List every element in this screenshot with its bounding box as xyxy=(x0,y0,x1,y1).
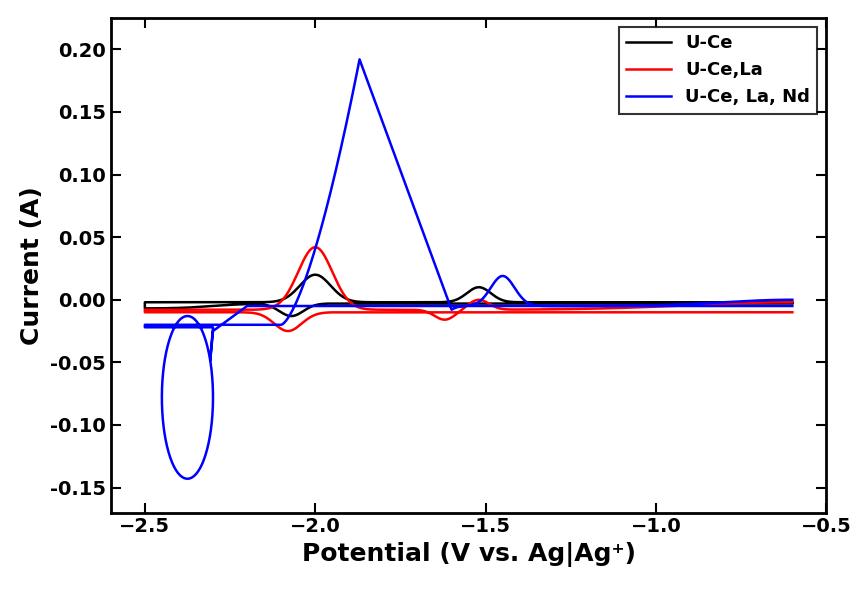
U-Ce xyxy=(157,305,167,312)
Line: U-Ce: U-Ce xyxy=(145,275,792,316)
U-Ce, La, Nd xyxy=(787,302,797,309)
Y-axis label: Current (A): Current (A) xyxy=(20,186,44,345)
U-Ce xyxy=(721,300,731,307)
U-Ce,La xyxy=(751,299,761,306)
Legend: U-Ce, U-Ce,La, U-Ce, La, Nd: U-Ce, U-Ce,La, U-Ce, La, Nd xyxy=(619,27,817,113)
U-Ce,La xyxy=(787,298,797,306)
U-Ce,La xyxy=(513,306,523,313)
U-Ce xyxy=(310,271,320,279)
U-Ce xyxy=(286,312,296,320)
U-Ce,La xyxy=(310,244,320,251)
U-Ce,La xyxy=(721,309,731,316)
U-Ce, La, Nd xyxy=(182,475,193,482)
U-Ce, La, Nd xyxy=(787,296,797,303)
U-Ce, La, Nd xyxy=(354,56,365,63)
U-Ce,La xyxy=(157,309,167,316)
Line: U-Ce, La, Nd: U-Ce, La, Nd xyxy=(145,60,792,479)
U-Ce,La xyxy=(191,309,201,316)
U-Ce,La xyxy=(283,327,293,335)
U-Ce, La, Nd xyxy=(707,299,717,306)
U-Ce xyxy=(191,303,201,311)
U-Ce,La xyxy=(787,309,797,316)
U-Ce, La, Nd xyxy=(197,461,207,469)
U-Ce, La, Nd xyxy=(349,80,360,87)
U-Ce, La, Nd xyxy=(207,374,217,381)
U-Ce, La, Nd xyxy=(225,321,235,329)
U-Ce,La xyxy=(751,299,761,306)
U-Ce xyxy=(513,298,523,306)
U-Ce xyxy=(787,298,797,306)
U-Ce xyxy=(787,300,797,307)
Line: U-Ce,La: U-Ce,La xyxy=(145,247,792,331)
X-axis label: Potential (V vs. Ag|Ag⁺): Potential (V vs. Ag|Ag⁺) xyxy=(302,542,636,567)
U-Ce, La, Nd xyxy=(171,324,181,331)
U-Ce xyxy=(751,298,761,306)
U-Ce xyxy=(751,298,761,306)
